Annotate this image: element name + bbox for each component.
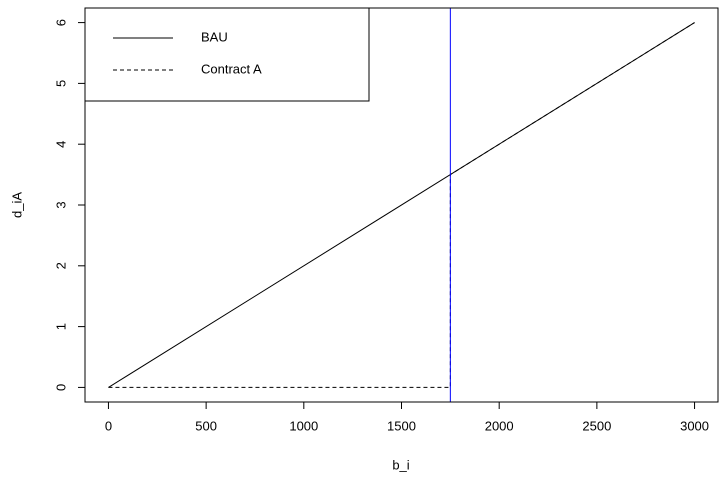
x-tick-label: 1500 (387, 418, 416, 433)
plot-box (84, 7, 719, 403)
series-line (108, 22, 695, 388)
x-tick-label: 3000 (680, 418, 709, 433)
legend-label: BAU (201, 29, 228, 44)
y-tick-label: 2 (53, 262, 68, 269)
y-tick-label: 4 (53, 141, 68, 148)
legend-label: Contract A (201, 61, 262, 76)
x-tick-label: 0 (105, 418, 112, 433)
x-tick-label: 500 (195, 418, 217, 433)
y-tick-label: 5 (53, 80, 68, 87)
legend-box (84, 7, 370, 102)
x-tick-label: 1000 (289, 418, 318, 433)
y-tick-label: 3 (53, 201, 68, 208)
y-tick-label: 0 (53, 384, 68, 391)
y-axis-label: d_iA (9, 192, 24, 218)
x-tick-label: 2000 (485, 418, 514, 433)
y-tick-label: 6 (53, 19, 68, 26)
x-axis-label: b_i (392, 457, 409, 472)
x-tick-label: 2500 (582, 418, 611, 433)
y-tick-label: 1 (53, 323, 68, 330)
